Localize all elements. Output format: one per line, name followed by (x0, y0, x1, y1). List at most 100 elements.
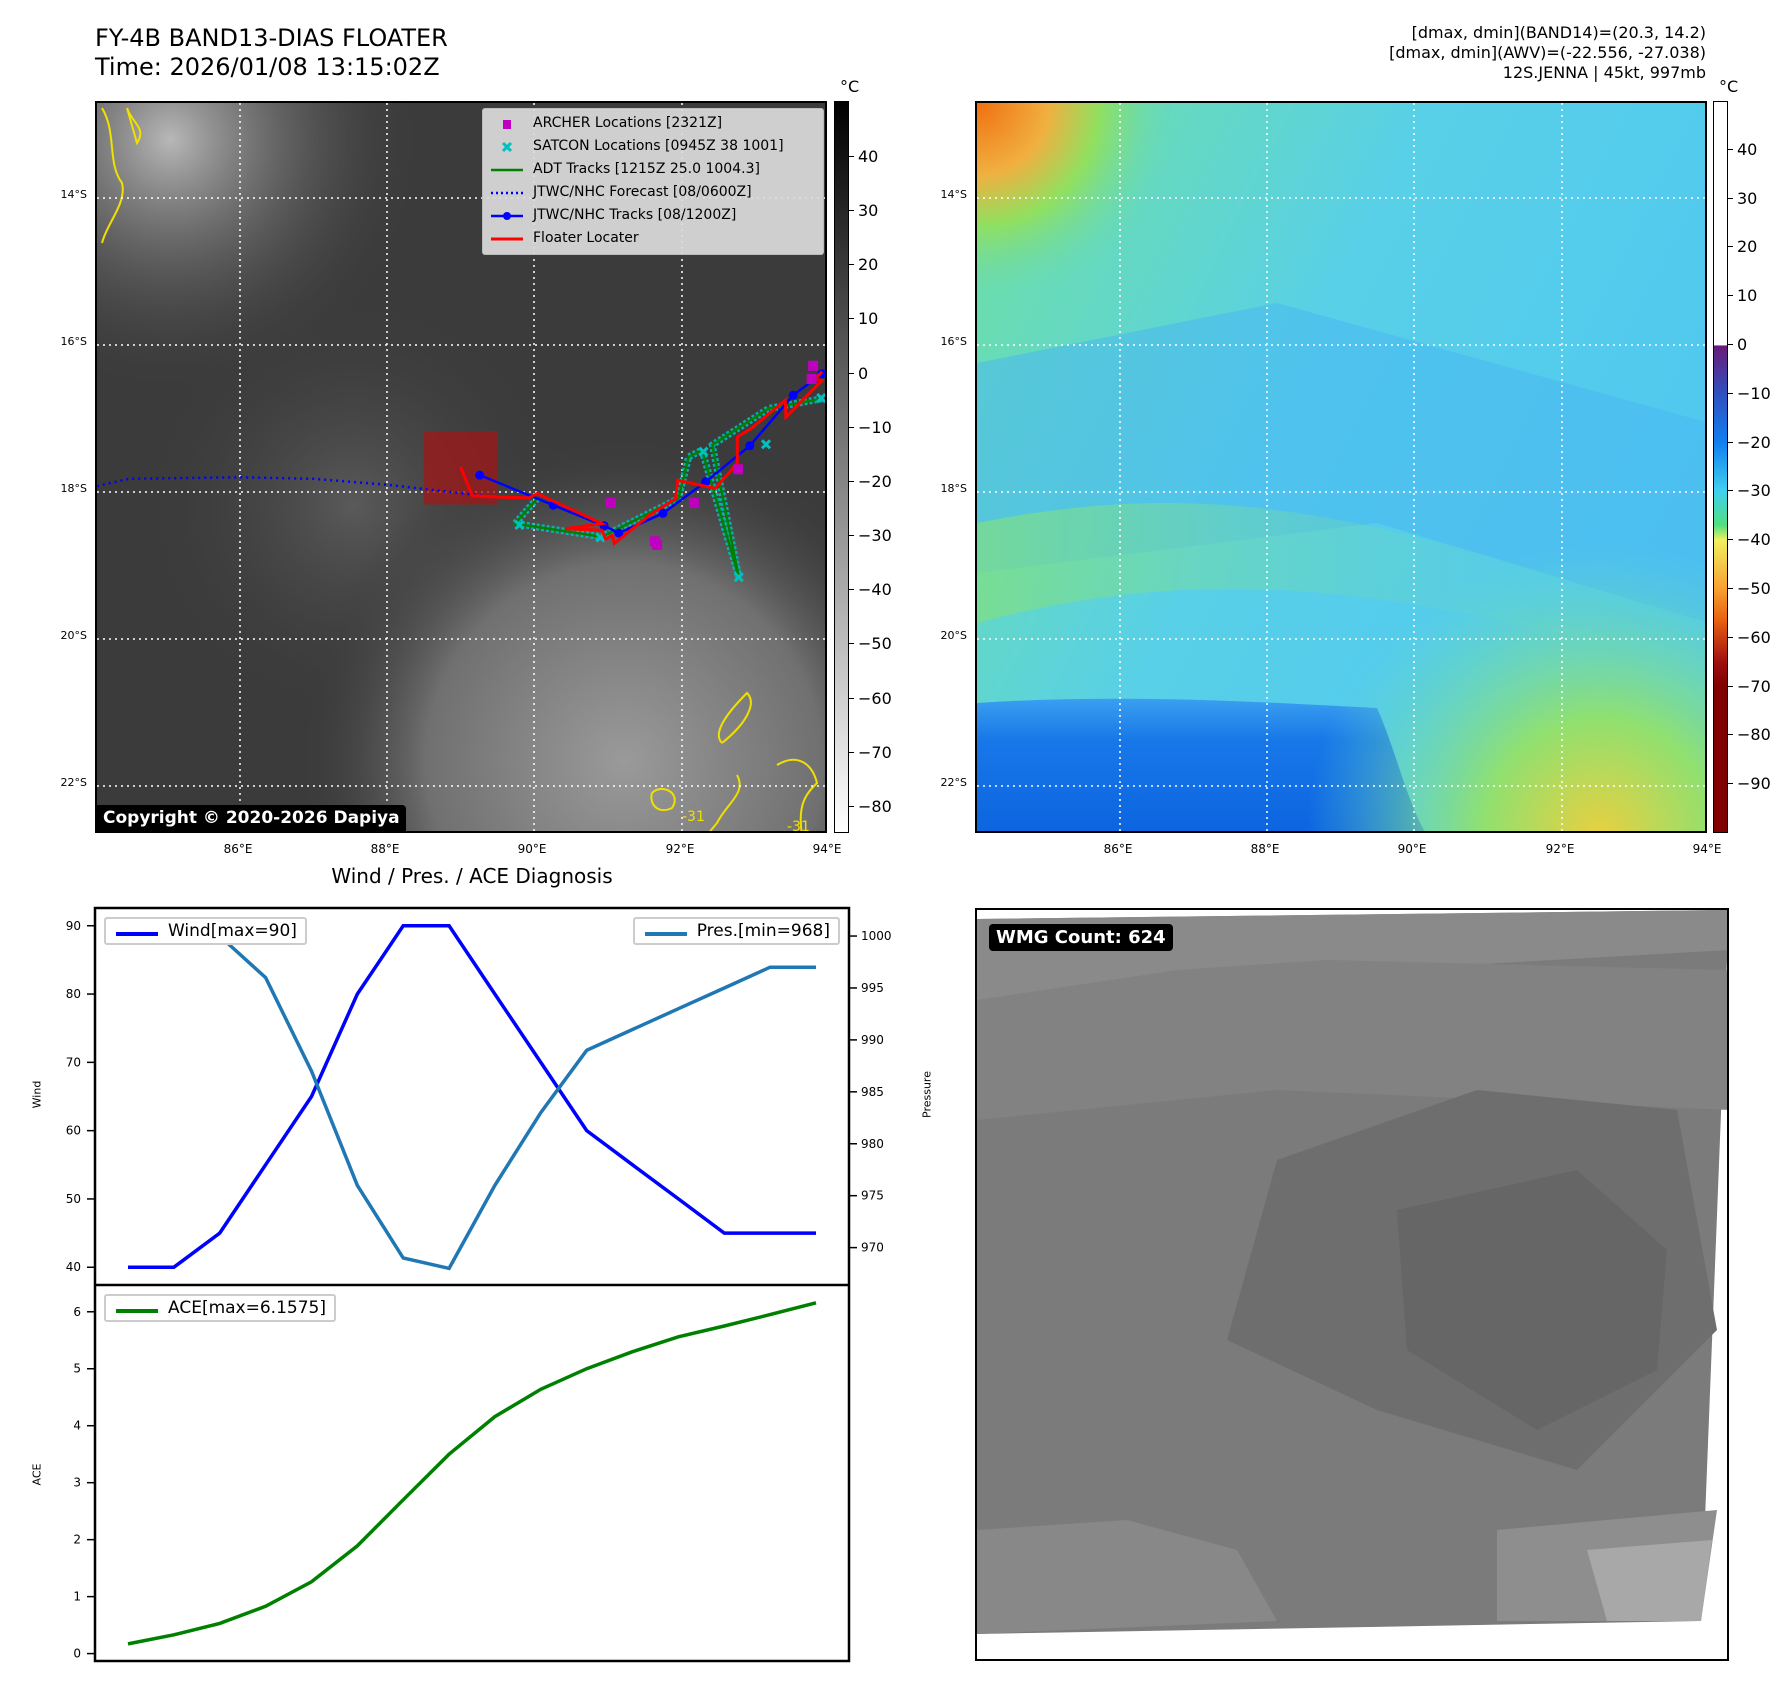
x-marker-icon (501, 141, 513, 153)
lat-tick-label: 16°S (940, 335, 967, 348)
legend-archer: ARCHER Locations [2321Z] (483, 113, 823, 135)
y-tick-label: 3 (73, 1476, 81, 1490)
awv-range: [dmax, dmin](AWV)=(-22.556, -27.038) (1389, 43, 1706, 62)
wind-legend: Wind[max=90] (104, 917, 307, 945)
y-tick-label: 2 (73, 1533, 81, 1547)
lat-tick-label: 18°S (60, 482, 87, 495)
ir-map-panel: -31 -31 ARCHER Locations [2321Z] SATCON … (95, 101, 827, 833)
colorbar-tick-label: 0 (1727, 335, 1748, 354)
pressure-legend: Pres.[min=968] (632, 917, 840, 945)
colorbar-tick-label: −30 (1728, 481, 1771, 501)
coastline-contours (101, 107, 819, 831)
colorbar-tick-label: −40 (1728, 530, 1771, 550)
jtwc-track-point (701, 477, 711, 487)
gridlines (977, 103, 1705, 831)
colorbar-tick-label: 30 (1727, 188, 1758, 208)
satcon-marker (816, 393, 825, 404)
legend-line-icon (116, 1309, 158, 1313)
colorbar-tick-label: −10 (849, 417, 892, 437)
dotted-line-icon (491, 191, 523, 195)
lon-tick-label: 86°E (223, 842, 253, 856)
legend-line-icon (644, 932, 687, 936)
jtwc-forecast-track (97, 476, 483, 497)
pressure-tick-label: 990 (861, 1033, 884, 1047)
y-tick-label: 40 (66, 1260, 81, 1274)
lon-tick-label: 90°E (517, 842, 547, 856)
colorbar-unit: °C (840, 77, 860, 96)
colorbar-tick-label: −80 (849, 796, 892, 816)
floater-track (459, 370, 825, 547)
colorbar-tick-label: −30 (849, 526, 892, 546)
y-tick-label: 70 (66, 1055, 81, 1069)
storm-info: 12S.JENNA | 45kt, 997mb (1502, 63, 1706, 82)
colorbar-unit: °C (1719, 77, 1739, 96)
pressure-tick-label: 1000 (861, 929, 892, 943)
archer-marker (652, 539, 663, 550)
ace-axis-label: ACE (30, 1463, 44, 1486)
copyright-label: Copyright © 2020-2026 Dapiya (97, 805, 406, 831)
lon-tick-label: 86°E (1103, 842, 1133, 856)
lat-tick-label: 20°S (940, 629, 967, 642)
jtwc-track-point (745, 441, 755, 451)
lon-tick-label: 88°E (370, 842, 400, 856)
pressure-tick-label: 970 (861, 1241, 884, 1255)
contour-line (776, 758, 819, 831)
contour-line (101, 107, 124, 244)
y-tick-label: 60 (66, 1124, 81, 1138)
ir-colorbar (834, 101, 849, 833)
contour-line (126, 107, 142, 146)
awv-map-panel (975, 101, 1707, 833)
lat-tick-label: 20°S (60, 629, 87, 642)
awv-map-image (977, 103, 1705, 831)
figure-title: FY-4B BAND13-DIAS FLOATER (95, 24, 448, 52)
colorbar-tick-label: −60 (1728, 627, 1771, 647)
colorbar-tick-label: −20 (849, 471, 892, 491)
legend-line-icon (116, 932, 158, 936)
adt-track (512, 397, 823, 578)
y-tick-label: 5 (73, 1362, 81, 1376)
archer-marker (733, 464, 744, 475)
colorbar-tick-label: −50 (1728, 579, 1771, 598)
satcon-marker (733, 572, 744, 583)
band14-range: [dmax, dmin](BAND14)=(20.3, 14.2) (1411, 23, 1706, 42)
legend-forecast: JTWC/NHC Forecast [08/0600Z] (483, 182, 823, 204)
jtwc-track-point (658, 508, 668, 518)
jtwc-track-point (788, 390, 798, 400)
legend-floater: Floater Locater (483, 228, 823, 250)
chart-canvas: 40 50 60 70 80 90 970 975 980 985 990 995 1000 0 1 2 3 4 5… (66, 906, 892, 1663)
line-dot-icon (491, 212, 523, 220)
y-tick-label: 6 (73, 1305, 81, 1319)
archer-marker (806, 373, 817, 384)
jtwc-track-point (475, 470, 485, 480)
colorbar-tick-label: 20 (1727, 237, 1758, 257)
wmg-count-label: WMG Count: 624 (989, 924, 1173, 951)
lon-tick-label: 92°E (665, 842, 695, 856)
colorbar-tick-label: 0 (848, 363, 869, 383)
square-marker-icon (503, 120, 511, 129)
contour-line (717, 691, 752, 744)
colorbar-tick-label: 10 (1727, 286, 1758, 306)
legend-jtwc-tracks: JTWC/NHC Tracks [08/1200Z] (483, 205, 823, 227)
colorbar-tick-label: −60 (849, 688, 892, 708)
wmg-image (977, 910, 1727, 1634)
archer-marker (605, 498, 616, 509)
lat-tick-label: 16°S (60, 335, 87, 348)
lon-tick-label: 92°E (1545, 842, 1575, 856)
ace-legend: ACE[max=6.1575] (104, 1294, 336, 1322)
y-tick-label: 50 (66, 1192, 81, 1206)
pressure-axis-label: Pressure (920, 1071, 934, 1118)
satcon-marker (698, 446, 709, 457)
awv-colorbar (1713, 101, 1728, 833)
satcon-marker (760, 439, 772, 450)
colorbar-tick-label: 20 (848, 255, 879, 275)
line-icon (491, 168, 523, 172)
series-line-wind (128, 924, 816, 1269)
y-tick-label: 4 (73, 1419, 81, 1433)
contour-line (650, 774, 741, 831)
colorbar-tick-label: 40 (1727, 139, 1758, 159)
y-tick-label: 90 (66, 919, 81, 933)
pressure-tick-label: 975 (861, 1189, 884, 1203)
legend-adt: ADT Tracks [1215Z 25.0 1004.3] (483, 159, 823, 181)
chart-title: Wind / Pres. / ACE Diagnosis (331, 864, 613, 888)
contour-label: -31 (787, 819, 810, 833)
